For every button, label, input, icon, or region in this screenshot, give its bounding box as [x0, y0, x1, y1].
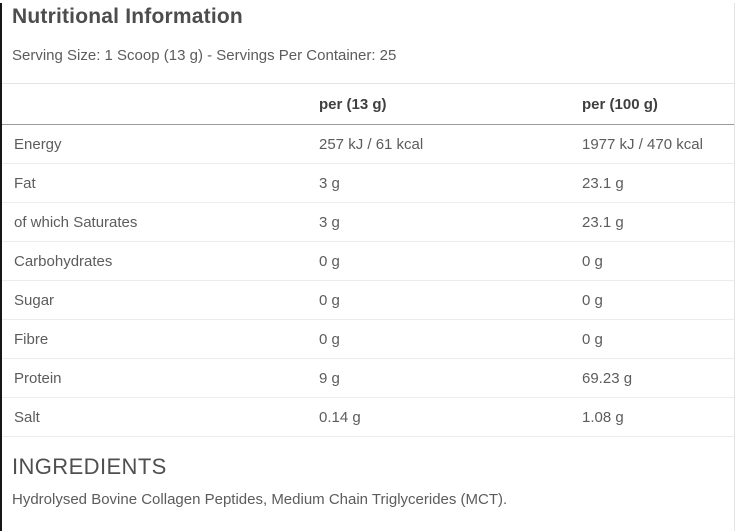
nutrient-label: Fat [2, 163, 307, 203]
column-header-per-serving: per (13 g) [307, 83, 570, 125]
table-row: of which Saturates 3 g 23.1 g [2, 202, 734, 242]
nutrient-per-serving: 0 g [307, 319, 570, 359]
nutrient-label: Sugar [2, 280, 307, 320]
ingredients-heading: INGREDIENTS [12, 454, 167, 479]
nutrient-per-100g: 0 g [570, 319, 734, 359]
nutrient-label: Protein [2, 358, 307, 398]
nutrient-per-100g: 0 g [570, 280, 734, 320]
table-row: Fat 3 g 23.1 g [2, 163, 734, 203]
nutrient-per-serving: 0 g [307, 241, 570, 281]
nutrient-per-serving: 3 g [307, 163, 570, 203]
ingredients-text: Hydrolysed Bovine Collagen Peptides, Med… [12, 491, 508, 508]
table-header-row: per (13 g) per (100 g) [2, 83, 734, 125]
nutrient-per-100g: 1977 kJ / 470 kcal [570, 124, 734, 164]
nutrient-label: Carbohydrates [2, 241, 307, 281]
nutrient-per-100g: 23.1 g [570, 163, 734, 203]
nutrient-per-serving: 257 kJ / 61 kcal [307, 124, 570, 164]
nutrient-label: Fibre [2, 319, 307, 359]
column-header-empty [2, 83, 307, 125]
table-row: Energy 257 kJ / 61 kcal 1977 kJ / 470 kc… [2, 124, 734, 164]
nutrient-per-serving: 3 g [307, 202, 570, 242]
table-row: Salt 0.14 g 1.08 g [2, 397, 734, 437]
nutrient-per-100g: 69.23 g [570, 358, 734, 398]
nutrient-label: of which Saturates [2, 202, 307, 242]
nutrient-per-100g: 0 g [570, 241, 734, 281]
nutrient-label: Energy [2, 124, 307, 164]
nutrition-table: per (13 g) per (100 g) Energy 257 kJ / 6… [2, 83, 734, 437]
nutrition-info-panel: Nutritional Information Serving Size: 1 … [0, 3, 735, 531]
nutrient-per-100g: 1.08 g [570, 397, 734, 437]
nutrient-per-100g: 23.1 g [570, 202, 734, 242]
nutrient-per-serving: 0.14 g [307, 397, 570, 437]
table-row: Protein 9 g 69.23 g [2, 358, 734, 398]
nutrient-per-serving: 9 g [307, 358, 570, 398]
column-header-per-100g: per (100 g) [570, 83, 734, 125]
nutrient-label: Salt [2, 397, 307, 437]
table-row: Carbohydrates 0 g 0 g [2, 241, 734, 281]
table-row: Sugar 0 g 0 g [2, 280, 734, 320]
serving-size-text: Serving Size: 1 Scoop (13 g) - Servings … [12, 47, 397, 64]
page-title: Nutritional Information [12, 5, 243, 28]
table-row: Fibre 0 g 0 g [2, 319, 734, 359]
nutrient-per-serving: 0 g [307, 280, 570, 320]
